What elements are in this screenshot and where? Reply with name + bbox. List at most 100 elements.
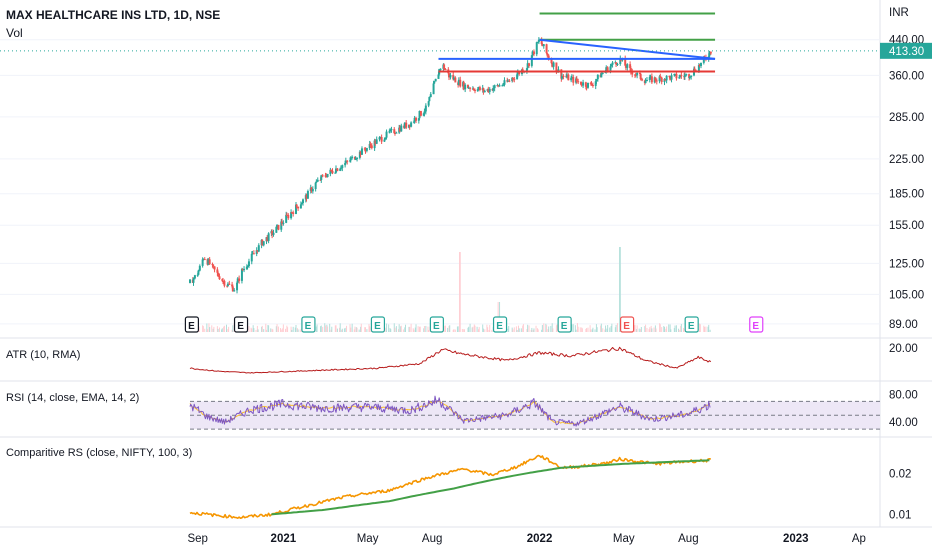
volume-bar — [413, 329, 415, 332]
candle — [294, 204, 297, 214]
atr-label[interactable]: ATR (10, RMA) — [6, 349, 81, 361]
volume-bar — [266, 329, 268, 332]
volume-bar — [682, 327, 684, 332]
candle — [498, 85, 501, 87]
candle — [540, 39, 543, 44]
candle — [542, 44, 545, 47]
candle — [567, 74, 570, 81]
volume-bar — [508, 325, 510, 332]
candle — [609, 66, 612, 73]
volume-bar — [513, 327, 515, 332]
candle — [341, 165, 344, 169]
volume-bar — [339, 327, 341, 332]
volume-bar — [575, 329, 577, 332]
volume-bar — [261, 325, 263, 332]
time-axis-label: 2023 — [783, 533, 809, 545]
candle — [217, 272, 220, 277]
candle — [393, 129, 396, 134]
candle — [364, 149, 367, 151]
candle — [654, 77, 657, 81]
volume-bar — [390, 329, 392, 332]
volume-bar — [294, 327, 296, 332]
price-tick-label: 105.00 — [889, 289, 924, 301]
candle — [547, 55, 550, 60]
candle — [385, 131, 388, 138]
candle — [645, 79, 648, 82]
volume-bar — [257, 329, 259, 332]
volume-bar — [574, 325, 576, 332]
candle — [532, 51, 535, 55]
volume-bar — [491, 329, 493, 332]
volume-bar — [651, 328, 653, 332]
volume-bar — [659, 324, 661, 332]
volume-bar — [404, 324, 406, 332]
volume-bar — [596, 327, 598, 332]
candle — [443, 64, 446, 70]
volume-bar — [290, 326, 292, 332]
volume-bar — [556, 324, 558, 332]
volume-bar — [394, 327, 396, 332]
volume-bar — [330, 329, 332, 332]
volume-bar — [400, 325, 402, 332]
volume-bar — [661, 327, 663, 332]
candle — [459, 79, 462, 87]
candle — [634, 75, 637, 77]
candle — [437, 74, 440, 79]
candle — [526, 63, 529, 69]
candle — [546, 53, 549, 56]
candle — [611, 62, 614, 65]
earnings-marker — [620, 316, 635, 333]
candle — [395, 132, 398, 134]
candle — [668, 75, 671, 77]
time-axis-label: Aug — [422, 533, 442, 545]
volume-bar — [533, 328, 535, 332]
volume-bar — [604, 329, 606, 332]
volume-bar — [550, 325, 552, 332]
price-tick-label: 155.00 — [889, 220, 924, 232]
candle — [462, 82, 465, 90]
volume-bar — [282, 328, 284, 332]
volume-bar — [545, 323, 547, 332]
candle — [221, 280, 224, 282]
rs-tick-label: 0.01 — [889, 509, 911, 521]
volume-bar — [709, 329, 711, 332]
volume-bar — [212, 328, 214, 332]
volume-bar — [211, 325, 213, 332]
volume-bar — [543, 323, 545, 332]
candle — [423, 111, 426, 114]
currency-label: INR — [889, 7, 909, 19]
candle — [660, 77, 663, 83]
price-tick-label: 225.00 — [889, 154, 924, 166]
candle — [331, 170, 334, 174]
rs-label[interactable]: Comparitive RS (close, NIFTY, 100, 3) — [6, 447, 193, 459]
earnings-marker-label: E — [433, 321, 440, 332]
candle — [196, 274, 199, 276]
candle — [218, 276, 221, 280]
volume-bar — [341, 328, 343, 332]
volume-bar — [339, 323, 341, 332]
candle — [388, 131, 391, 133]
candle — [398, 127, 401, 132]
volume-bar — [425, 325, 427, 332]
candle — [282, 222, 285, 224]
candle — [433, 81, 436, 84]
candle — [321, 175, 324, 177]
candle — [439, 68, 442, 70]
volume-bar — [223, 325, 225, 332]
candle — [251, 253, 254, 255]
candle — [444, 69, 447, 71]
volume-bar — [654, 325, 656, 332]
volume-bar — [536, 328, 538, 332]
candle — [698, 64, 701, 66]
rsi-label[interactable]: RSI (14, close, EMA, 14, 2) — [6, 392, 140, 404]
candle — [429, 94, 432, 98]
candle — [203, 259, 206, 261]
volume-label[interactable]: Vol — [6, 26, 23, 40]
candle — [374, 140, 377, 144]
candle — [639, 73, 642, 80]
symbol-title[interactable]: MAX HEALTHCARE INS LTD, 1D, NSE — [6, 8, 221, 22]
candle — [410, 122, 413, 127]
candle — [683, 74, 686, 77]
candle — [580, 84, 583, 86]
